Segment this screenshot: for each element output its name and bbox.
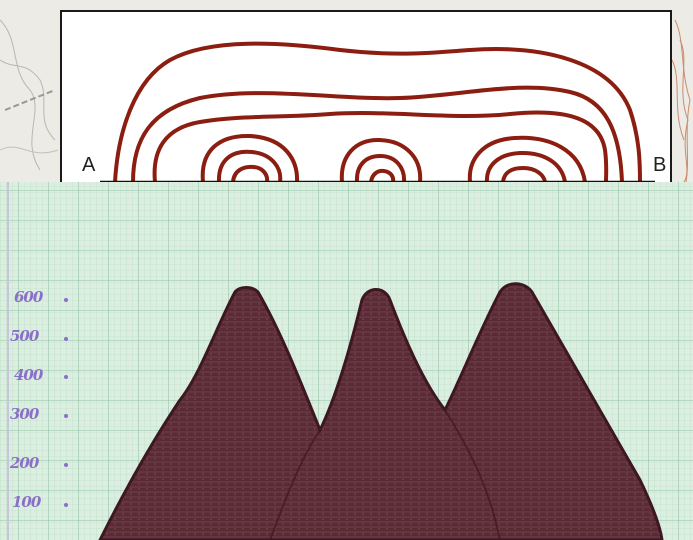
contour-hill-middle-2: [354, 153, 407, 182]
section-label-b: B: [653, 154, 667, 176]
contour-line-outer: [113, 41, 642, 182]
cross-section-graph: [0, 182, 693, 540]
contour-line-second: [131, 85, 624, 182]
profile-shape: [98, 282, 664, 540]
y-tick-300: 300: [10, 405, 39, 423]
contour-line-third: [152, 110, 609, 182]
contour-hill-middle-3: [369, 168, 396, 182]
contour-lines: [100, 41, 655, 182]
y-tick-200: 200: [10, 454, 39, 472]
y-tick-100: 100: [12, 493, 41, 511]
y-tick-500: 500: [10, 327, 39, 345]
contour-hill-right-1: [467, 135, 587, 182]
y-tick-600: 600: [14, 288, 43, 306]
contour-hill-right-2: [484, 150, 567, 182]
contour-hill-right-3: [501, 165, 547, 182]
y-tick-400: 400: [14, 366, 43, 384]
contour-hill-left-3: [231, 164, 270, 182]
section-label-a: A: [82, 154, 96, 176]
contour-hill-left-2: [216, 149, 283, 182]
contour-hill-left-1: [200, 133, 300, 182]
contour-hill-middle-1: [339, 137, 423, 182]
